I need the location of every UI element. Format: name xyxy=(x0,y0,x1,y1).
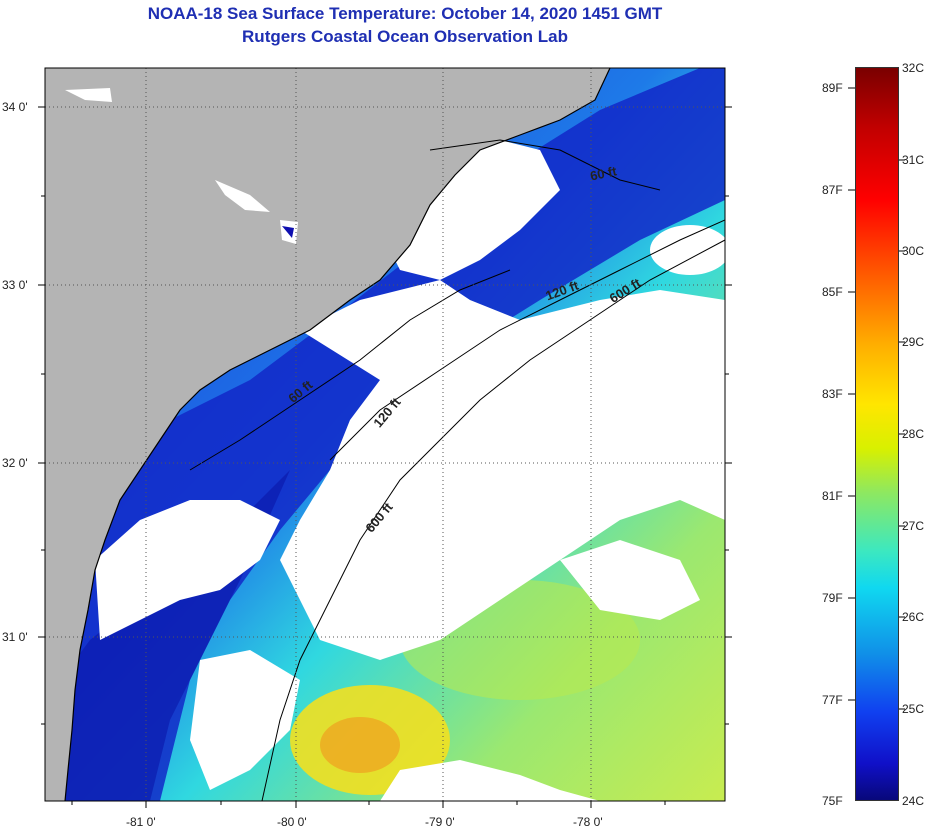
lat-label-32: 32 0' xyxy=(2,456,28,470)
colorbar-c-32: 32C xyxy=(902,61,925,75)
colorbar-f-79: 79F xyxy=(822,591,843,605)
colorbar-c-31: 31C xyxy=(902,153,925,167)
lat-label-33: 33 0' xyxy=(2,278,28,292)
colorbar-c-27: 27C xyxy=(902,519,925,533)
colorbar-f-75: 75F xyxy=(822,794,843,808)
colorbar-f-89: 89F xyxy=(822,81,843,95)
colorbar-c-26: 26C xyxy=(902,610,925,624)
map-title: NOAA-18 Sea Surface Temperature: October… xyxy=(147,4,663,23)
map-frame xyxy=(44,67,726,802)
colorbar xyxy=(855,67,899,801)
lon-label-79: -79 0' xyxy=(425,815,455,829)
colorbar-c-30: 30C xyxy=(902,244,925,258)
colorbar-c-29: 29C xyxy=(902,335,925,349)
colorbar-f-85: 85F xyxy=(822,285,843,299)
colorbar-f-83: 83F xyxy=(822,387,843,401)
colorbar-f-87: 87F xyxy=(822,183,843,197)
colorbar-f-77: 77F xyxy=(822,693,843,707)
isobath-60ft xyxy=(429,139,661,191)
coastline xyxy=(64,68,611,801)
land xyxy=(45,68,610,801)
lon-label-81: -81 0' xyxy=(126,815,156,829)
isobath-600ft xyxy=(261,239,725,801)
colorbar-c-25: 25C xyxy=(902,702,925,716)
lat-label-31: 31 0' xyxy=(2,630,28,644)
lon-label-78: -78 0' xyxy=(573,815,603,829)
lat-label-34: 34 0' xyxy=(2,100,28,114)
isobath-120ft xyxy=(329,219,725,461)
colorbar-c-24: 24C xyxy=(902,794,925,808)
grid xyxy=(45,68,725,801)
colorbar-ticks xyxy=(848,87,905,710)
colorbar-f-81: 81F xyxy=(822,489,843,503)
lon-label-80: -80 0' xyxy=(277,815,307,829)
axis-ticks xyxy=(38,106,732,808)
map-subtitle: Rutgers Coastal Ocean Observation Lab xyxy=(242,27,568,46)
colorbar-c-28: 28C xyxy=(902,427,925,441)
cloud-cover xyxy=(280,280,725,660)
